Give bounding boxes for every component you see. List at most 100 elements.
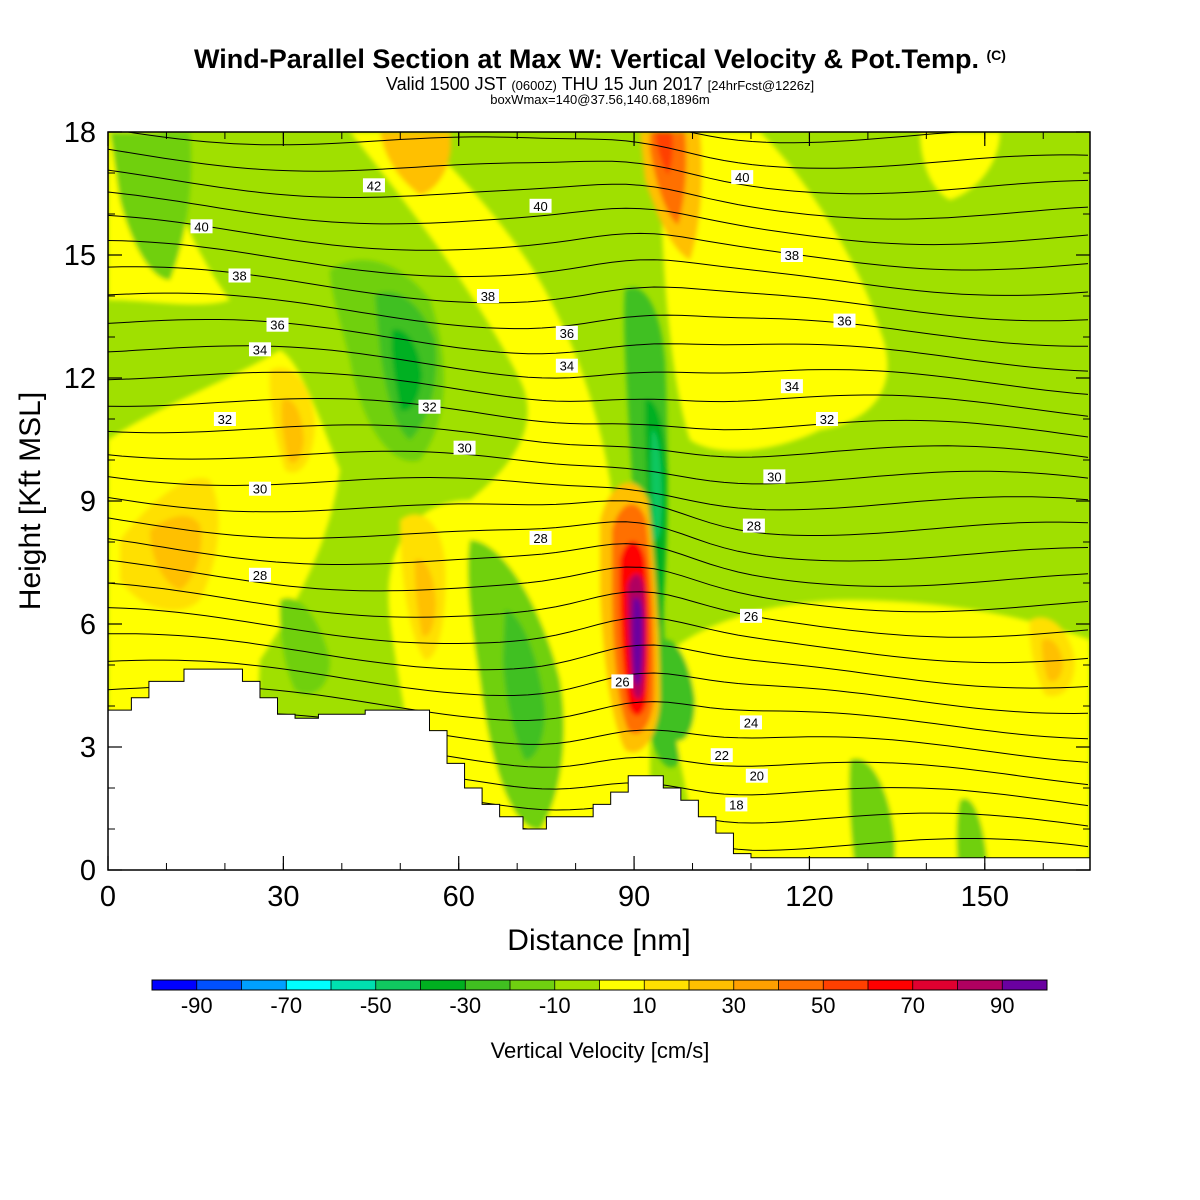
theta-label-box <box>266 317 289 332</box>
theta-label-box <box>228 268 251 283</box>
colorbar-swatch <box>1002 980 1048 990</box>
theta-label-text: 40 <box>533 199 547 214</box>
x-tick-label: 30 <box>267 881 299 913</box>
colorbar-swatch <box>912 980 958 990</box>
theta-contour-line <box>108 659 1089 715</box>
theta-contour-line <box>124 132 1089 169</box>
colorbar-swatch <box>241 980 287 990</box>
x-tick-label: 90 <box>618 881 650 913</box>
downdraft-top-strip <box>110 132 192 280</box>
theta-label: 26 <box>739 608 762 624</box>
theta-label: 40 <box>731 170 754 185</box>
colorbar-swatch <box>599 980 645 990</box>
theta-label: 28 <box>248 567 271 583</box>
theta-contour-line <box>108 240 1089 296</box>
theta-contour-line <box>108 538 1089 587</box>
theta-label: 32 <box>418 399 441 415</box>
theta-label-text: 26 <box>744 609 758 624</box>
theta-label-text: 38 <box>785 248 799 263</box>
theta-label-text: 34 <box>785 379 799 394</box>
theta-contour-line <box>108 517 1089 562</box>
colorbar-swatch <box>778 980 824 990</box>
upper-updraft-plume-core <box>655 132 673 175</box>
theta-label: 30 <box>248 481 271 497</box>
colorbar-tick-label: 50 <box>811 993 835 1018</box>
theta-label: 40 <box>529 198 552 214</box>
y-tick-label: 6 <box>80 609 96 641</box>
theta-label-box <box>529 198 552 213</box>
theta-label: 38 <box>228 268 251 284</box>
theta-label-text: 38 <box>481 289 495 304</box>
theta-contour-line <box>108 397 1089 438</box>
theta-label-text: 18 <box>729 797 743 812</box>
colorbar-swatch <box>733 980 779 990</box>
theta-label-box <box>780 248 803 262</box>
valid-zulu: (0600Z) <box>511 78 557 93</box>
colorbar-swatch <box>510 980 556 990</box>
updraft-core-left-mid-inner <box>281 399 304 464</box>
colorbar-swatch <box>957 980 1003 990</box>
x-tick-label: 150 <box>961 881 1009 913</box>
theta-label: 42 <box>362 178 385 193</box>
colorbar-swatch <box>375 980 421 990</box>
x-tick-label: 120 <box>785 881 833 913</box>
y-tick-label: 12 <box>64 363 96 395</box>
theta-label-box <box>248 342 271 357</box>
updraft-core-upper-left <box>380 132 451 195</box>
box-info: boxWmax=140@37.56,140.68,1896m <box>490 92 710 107</box>
theta-label-box <box>362 178 385 193</box>
downdraft-core-upper-strong <box>391 329 422 411</box>
theta-label-text: 36 <box>560 326 574 341</box>
theta-contour-line <box>108 607 1089 664</box>
theta-contour-line <box>108 345 1089 395</box>
colorbar-tick-label: -70 <box>270 993 302 1018</box>
valid-prefix: Valid 1500 JST <box>385 74 507 94</box>
theta-contour-line <box>687 132 1088 144</box>
terrain-mask <box>108 668 1090 870</box>
colorbar-tick-label: 90 <box>990 993 1014 1018</box>
theta-contour-line <box>108 191 1089 246</box>
theta-label-text: 28 <box>533 531 547 546</box>
x-tick-label: 60 <box>443 881 475 913</box>
theta-contour-line <box>108 292 1088 347</box>
theta-label-text: 40 <box>194 219 208 234</box>
theta-label: 26 <box>611 674 634 689</box>
copyright-mark: (C) <box>986 47 1006 63</box>
theta-label-box <box>555 325 578 340</box>
theta-label-box <box>555 358 578 373</box>
theta-label-box <box>780 379 803 394</box>
theta-label-text: 28 <box>253 568 267 583</box>
colorbar-swatch <box>868 980 914 990</box>
theta-label: 32 <box>213 412 236 427</box>
theta-label-text: 36 <box>837 314 851 329</box>
theta-label: 34 <box>248 342 271 357</box>
colorbar-swatch <box>823 980 869 990</box>
theta-contour-line <box>108 148 1089 195</box>
colorbar-swatch <box>331 980 377 990</box>
theta-label: 24 <box>739 715 762 730</box>
theta-label-text: 30 <box>457 441 471 456</box>
theta-label: 28 <box>742 518 765 534</box>
colorbar-swatch <box>689 980 735 990</box>
downdraft-patch-right-bottom-2 <box>956 798 988 870</box>
theta-label: 38 <box>476 289 499 304</box>
colorbar-swatch <box>554 980 600 990</box>
colorbar-tick-label: -10 <box>539 993 571 1018</box>
theta-label-box <box>833 313 856 328</box>
colorbar-swatch <box>286 980 332 990</box>
theta-label-text: 32 <box>422 400 436 415</box>
downdraft-vertical-core-max <box>651 430 662 541</box>
theta-label: 36 <box>266 317 289 333</box>
theta-label-text: 34 <box>253 342 267 357</box>
y-tick-label: 15 <box>64 240 96 272</box>
main-updraft-plume-max <box>632 597 643 685</box>
theta-contour-line <box>108 371 1089 417</box>
colorbar-swatch <box>196 980 242 990</box>
theta-label-box <box>742 518 765 533</box>
y-tick-label: 18 <box>64 117 96 149</box>
theta-contour-line <box>108 476 1089 511</box>
updraft-band-right <box>660 132 888 451</box>
theta-label: 34 <box>555 358 578 374</box>
theta-label-box <box>248 481 271 496</box>
theta-label: 18 <box>725 797 748 812</box>
